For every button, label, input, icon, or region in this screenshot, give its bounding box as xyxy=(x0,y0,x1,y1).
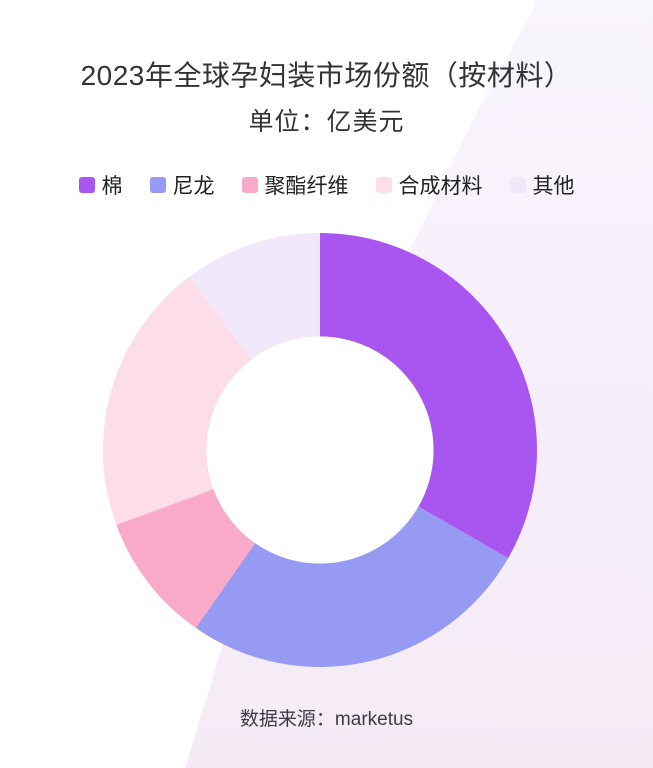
data-source: 数据来源：marketus xyxy=(239,709,414,730)
legend-item-synthetic-materials[interactable]: 合成材料 xyxy=(375,170,483,200)
legend-item-polyester-fiber[interactable]: 聚酯纤维 xyxy=(241,170,349,200)
donut-segment-synthetic-materials[interactable] xyxy=(103,276,252,525)
legend-item-cotton[interactable]: 棉 xyxy=(78,170,123,200)
legend-label: 其他 xyxy=(532,175,575,198)
legend-swatch-icon xyxy=(375,177,392,193)
legend-item-other[interactable]: 其他 xyxy=(509,170,575,200)
chart-subtitle: 单位：亿美元 xyxy=(248,108,405,136)
legend-label: 棉 xyxy=(101,175,123,198)
legend: 棉 尼龙 聚酯纤维 合成材料 其他 xyxy=(0,170,653,200)
donut-hole xyxy=(206,336,434,564)
donut-segment-polyester-fiber[interactable] xyxy=(116,489,256,628)
legend-label: 聚酯纤维 xyxy=(264,175,349,198)
legend-label: 尼龙 xyxy=(172,175,215,198)
donut-segment-other[interactable] xyxy=(189,233,320,360)
legend-swatch-icon xyxy=(78,177,95,193)
legend-label: 合成材料 xyxy=(398,175,483,198)
donut-segment-cotton[interactable] xyxy=(320,233,537,559)
donut-chart xyxy=(103,233,537,667)
donut-segment-nylon[interactable] xyxy=(195,506,509,667)
legend-swatch-icon xyxy=(241,177,258,193)
legend-swatch-icon xyxy=(509,177,526,193)
chart-title: 2023年全球孕妇装市场份额（按材料） xyxy=(80,60,573,91)
legend-swatch-icon xyxy=(149,177,166,193)
legend-item-nylon[interactable]: 尼龙 xyxy=(149,170,215,200)
